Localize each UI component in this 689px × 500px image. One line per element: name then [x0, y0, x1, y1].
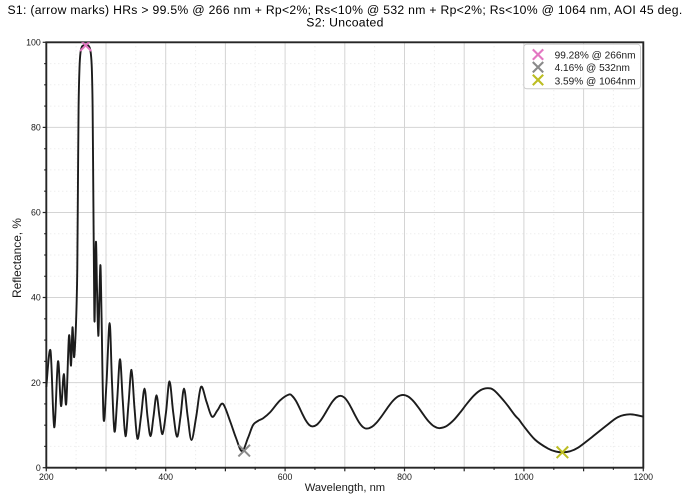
svg-text:20: 20: [31, 378, 41, 388]
svg-text:0: 0: [36, 463, 41, 473]
svg-text:S1: (arrow marks) HRs > 99.5%: S1: (arrow marks) HRs > 99.5% @ 266 nm +…: [7, 3, 682, 17]
svg-text:80: 80: [31, 123, 41, 133]
svg-text:200: 200: [39, 472, 54, 482]
svg-text:800: 800: [397, 472, 412, 482]
svg-text:99.28% @ 266nm: 99.28% @ 266nm: [555, 51, 636, 62]
svg-text:60: 60: [31, 208, 41, 218]
svg-text:1200: 1200: [634, 472, 654, 482]
svg-text:3.59% @ 1064nm: 3.59% @ 1064nm: [555, 76, 636, 87]
svg-text:Reflectance, %: Reflectance, %: [10, 218, 24, 298]
svg-text:1000: 1000: [514, 472, 534, 482]
svg-text:4.16% @ 532nm: 4.16% @ 532nm: [555, 63, 630, 74]
svg-text:100: 100: [26, 38, 41, 48]
svg-text:400: 400: [158, 472, 173, 482]
svg-text:Wavelength, nm: Wavelength, nm: [305, 482, 385, 494]
svg-text:S2: Uncoated: S2: Uncoated: [306, 15, 383, 29]
svg-text:600: 600: [278, 472, 293, 482]
svg-text:40: 40: [31, 293, 41, 303]
